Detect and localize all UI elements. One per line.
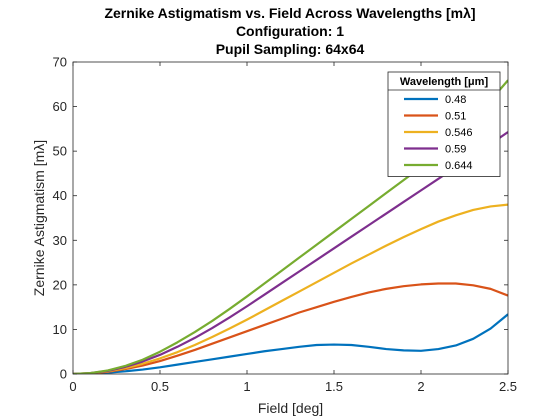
- x-tick-label: 1: [243, 379, 250, 394]
- y-tick-label: 20: [53, 277, 67, 292]
- y-tick-label: 10: [53, 322, 67, 337]
- series-line-0.59: [73, 131, 508, 374]
- legend-entry-label: 0.48: [445, 94, 466, 106]
- title-line: Pupil Sampling: 64x64: [216, 41, 365, 57]
- x-tick-label: 0: [69, 379, 76, 394]
- legend-entry-label: 0.51: [445, 111, 466, 123]
- x-tick-label: 1.5: [325, 379, 343, 394]
- legend-entry-label: 0.59: [445, 144, 466, 156]
- x-tick-label: 0.5: [151, 379, 169, 394]
- y-tick-label: 40: [53, 188, 67, 203]
- x-tick-label: 2.5: [499, 379, 517, 394]
- legend-title: Wavelength [μm]: [400, 76, 489, 88]
- y-tick-label: 60: [53, 99, 67, 114]
- y-axis-ticks: 0 10 20 30 40 50 60 70: [53, 55, 508, 382]
- title-line: Configuration: 1: [236, 23, 344, 39]
- y-tick-label: 70: [53, 55, 67, 70]
- legend-entry-label: 0.644: [445, 160, 473, 172]
- series-line-0.48: [73, 313, 508, 374]
- plot-frame: [72, 61, 509, 375]
- y-axis-label: Zernike Astigmatism [mλ]: [31, 140, 47, 296]
- legend-box: [387, 71, 501, 177]
- legend: Wavelength [μm] 0.48 0.51 0.546 0.59 0.644: [387, 71, 501, 177]
- x-axis-label: Field [deg]: [258, 400, 323, 416]
- title-line: Zernike Astigmatism vs. Field Across Wav…: [104, 5, 475, 21]
- chart-title: Zernike Astigmatism vs. Field Across Wav…: [104, 5, 475, 57]
- series-line-0.546: [73, 203, 508, 374]
- x-tick-label: 2: [417, 379, 424, 394]
- x-axis-ticks: 0 0.5 1 1.5 2 2.5: [69, 62, 517, 394]
- y-tick-label: 0: [60, 367, 67, 382]
- y-tick-label: 30: [53, 233, 67, 248]
- legend-entry-label: 0.546: [445, 127, 473, 139]
- series-line-0.51: [73, 282, 508, 374]
- y-tick-label: 50: [53, 144, 67, 159]
